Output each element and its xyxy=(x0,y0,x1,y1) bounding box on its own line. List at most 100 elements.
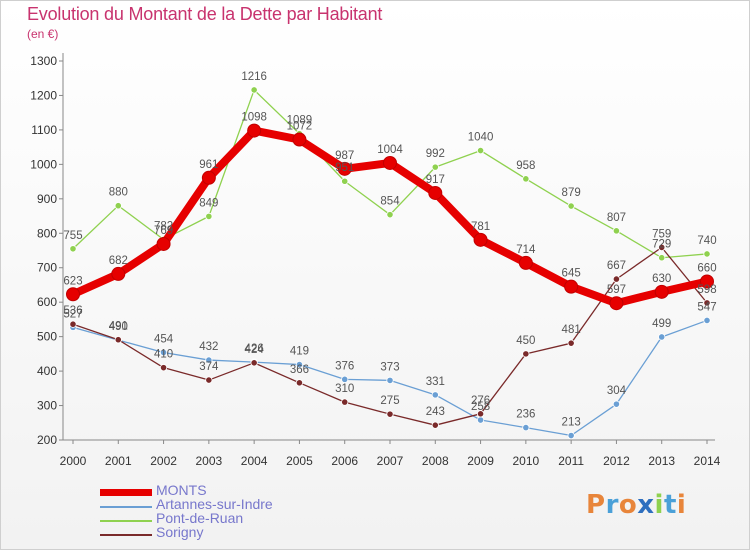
logo-letter: o xyxy=(618,490,638,520)
chart-title: Evolution du Montant de la Dette par Hab… xyxy=(27,4,383,24)
data-label: 682 xyxy=(109,255,128,267)
data-point xyxy=(159,348,168,357)
data-label: 667 xyxy=(607,260,626,272)
data-point xyxy=(341,375,349,383)
data-point xyxy=(386,376,394,384)
data-label: 1072 xyxy=(287,121,313,133)
data-point xyxy=(66,287,80,302)
data-label: 987 xyxy=(335,150,354,162)
data-label: 597 xyxy=(607,284,626,296)
data-label: 491 xyxy=(109,321,128,333)
data-point xyxy=(567,339,575,347)
data-point xyxy=(114,202,122,210)
data-point xyxy=(609,296,624,311)
logo-letter: t xyxy=(663,490,677,520)
data-label: 660 xyxy=(697,263,716,275)
data-point xyxy=(341,177,349,185)
data-label: 547 xyxy=(697,301,716,313)
axes: 200 300 400 500 600 700 800 900 1000 1100 1200 1300… xyxy=(30,53,721,468)
data-label: 331 xyxy=(426,376,445,388)
data-labels-layer: 623 682 769 961 1098 1072 987 1004 917 781 714 645 5… xyxy=(63,71,716,429)
legend-swatch xyxy=(100,534,152,536)
data-label: 961 xyxy=(199,159,218,171)
data-point xyxy=(114,336,122,344)
data-point xyxy=(431,391,439,399)
logo-letter: x xyxy=(637,490,655,520)
logo-letter: r xyxy=(605,490,619,520)
data-point xyxy=(658,333,666,341)
x-tick-label: 2007 xyxy=(377,454,404,468)
x-tick-label: 2004 xyxy=(241,454,268,468)
data-label: 424 xyxy=(245,344,265,356)
x-tick-label: 2009 xyxy=(467,454,494,468)
data-point xyxy=(156,236,171,251)
data-label: 258 xyxy=(471,401,490,413)
data-label: 992 xyxy=(426,148,445,160)
x-tick-label: 2013 xyxy=(648,454,675,468)
x-tick-label: 2008 xyxy=(422,454,449,468)
data-label: 849 xyxy=(199,197,218,209)
data-label: 880 xyxy=(109,187,128,199)
data-point xyxy=(386,410,394,418)
data-label: 236 xyxy=(516,409,535,421)
data-point xyxy=(612,227,621,235)
x-tick-label: 2010 xyxy=(513,454,540,468)
x-tick-label: 2006 xyxy=(331,454,358,468)
logo-letter: P xyxy=(586,490,606,520)
data-point xyxy=(703,316,711,325)
data-point xyxy=(428,185,443,200)
y-tick-label: 1100 xyxy=(31,123,57,137)
data-label: 304 xyxy=(607,385,627,397)
data-label: 781 xyxy=(471,221,490,233)
data-point xyxy=(658,254,666,262)
data-label: 481 xyxy=(562,324,581,336)
data-label: 630 xyxy=(652,273,671,285)
data-label: 623 xyxy=(63,275,82,287)
legend-swatch xyxy=(100,506,152,508)
data-point xyxy=(292,132,307,147)
data-label: 527 xyxy=(63,308,82,320)
data-label: 419 xyxy=(290,346,309,358)
y-tick-label: 600 xyxy=(37,295,57,309)
logo-letter: i xyxy=(676,490,687,520)
data-point xyxy=(159,364,168,372)
y-tick-label: 1000 xyxy=(30,157,57,171)
data-point xyxy=(386,211,394,219)
data-point xyxy=(522,175,530,183)
data-label: 740 xyxy=(697,235,716,247)
data-label: 426 xyxy=(245,343,264,355)
legend-label: Artannes-sur-Indre xyxy=(156,496,273,512)
x-tick-label: 2000 xyxy=(60,454,87,468)
data-point xyxy=(473,232,488,247)
data-label: 951 xyxy=(335,162,354,174)
y-tick-label: 500 xyxy=(37,330,57,344)
data-point xyxy=(205,376,213,384)
x-tick-label: 2014 xyxy=(694,454,721,468)
data-point xyxy=(247,123,262,138)
data-label: 714 xyxy=(516,244,536,256)
data-point xyxy=(658,243,666,251)
data-point xyxy=(431,163,439,171)
proxiti-logo: Proxiti xyxy=(586,490,686,520)
y-tick-label: 700 xyxy=(37,261,57,275)
data-point xyxy=(518,255,533,270)
data-label: 729 xyxy=(652,239,671,251)
legend-label: MONTS xyxy=(156,482,207,498)
data-label: 276 xyxy=(471,395,490,407)
data-point xyxy=(476,146,485,155)
data-point xyxy=(567,431,575,440)
data-label: 366 xyxy=(290,364,309,376)
data-point xyxy=(69,320,77,328)
legend-swatch xyxy=(100,520,152,522)
x-tick-label: 2001 xyxy=(105,454,132,468)
data-point xyxy=(700,274,714,289)
data-label: 598 xyxy=(697,284,716,296)
data-label: 1089 xyxy=(287,115,313,127)
x-tick-label: 2005 xyxy=(286,454,313,468)
series-layer xyxy=(66,86,714,440)
data-point xyxy=(295,360,304,369)
data-label: 536 xyxy=(63,305,82,317)
data-point xyxy=(522,423,530,432)
data-label: 213 xyxy=(562,417,581,429)
